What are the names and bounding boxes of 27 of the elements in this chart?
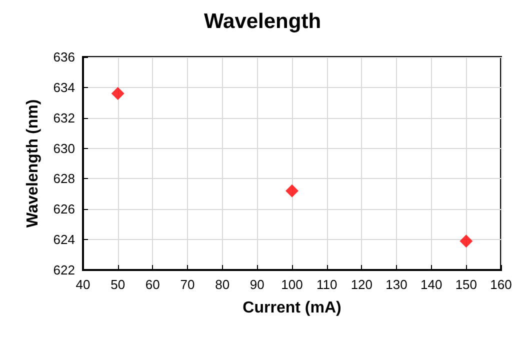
y-axis-title: Wavelength (nm): [24, 99, 42, 228]
y-tick-label: 632: [53, 110, 75, 126]
x-tick-label: 70: [180, 277, 195, 292]
x-tick-label: 80: [215, 277, 230, 292]
point: [111, 87, 124, 100]
x-tick-label: 110: [316, 277, 338, 292]
x-tick-label: 40: [76, 277, 90, 292]
x-tick-label: 50: [110, 277, 126, 292]
x-tick-label: 100: [281, 277, 303, 292]
y-tick-label: 628: [53, 171, 75, 186]
x-tick-label: 150: [455, 277, 478, 292]
x-axis-title: Current (mA): [242, 300, 342, 316]
x-tick-label: 160: [490, 277, 512, 292]
y-tick-label: 630: [53, 140, 75, 156]
y-tick-label: 626: [53, 202, 75, 217]
x-tick-label: 140: [420, 277, 442, 292]
x-tick-label: 130: [386, 277, 408, 292]
y-tick-label: 622: [53, 262, 75, 278]
point: [460, 234, 473, 248]
y-tick-label: 636: [53, 50, 75, 64]
chart-title: Wavelength: [204, 10, 322, 33]
y-tick-label: 634: [53, 80, 75, 95]
x-tick-label: 120: [350, 277, 373, 292]
x-tick-label: 90: [250, 277, 264, 292]
point: [286, 184, 298, 198]
x-tick-label: 60: [145, 277, 160, 292]
y-tick-label: 624: [53, 232, 75, 248]
